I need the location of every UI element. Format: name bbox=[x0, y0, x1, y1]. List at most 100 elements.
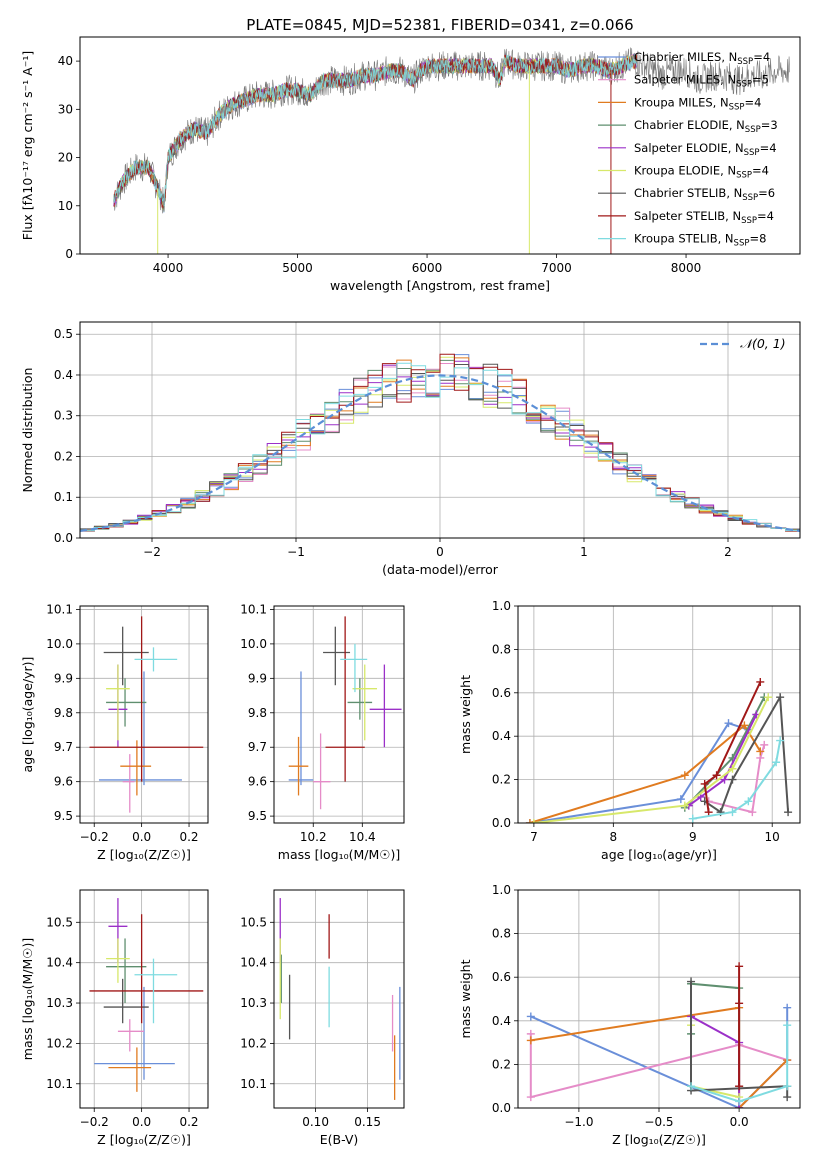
x-axis-label: Z [log₁₀(Z/Z☉)] bbox=[97, 1132, 191, 1147]
y-tick-label: 0.6 bbox=[492, 686, 511, 700]
y-tick-label: 10.4 bbox=[46, 956, 73, 970]
weight-marker-7 bbox=[735, 999, 744, 1008]
x-tick-label: 10.2 bbox=[300, 830, 327, 844]
x-tick-label: 2 bbox=[724, 545, 732, 559]
weight-marker-8 bbox=[728, 808, 737, 817]
legend-label-7: Salpeter STELIB, NSSP=4 bbox=[634, 209, 774, 226]
legend-label-4: Salpeter ELODIE, NSSP=4 bbox=[634, 141, 777, 158]
plot-area bbox=[288, 616, 402, 810]
legend-nssp-subscript: SSP bbox=[734, 239, 750, 249]
y-tick-label: 0.2 bbox=[492, 1057, 511, 1071]
legend-model-name: Salpeter MILES bbox=[634, 73, 720, 87]
y-axis-label: mass weight bbox=[458, 675, 473, 754]
x-tick-label: −2 bbox=[143, 545, 161, 559]
legend-nssp-value: =4 bbox=[760, 141, 777, 155]
axes-frame bbox=[273, 889, 405, 1109]
weight-marker-1 bbox=[748, 808, 757, 817]
legend-model-name: Chabrier STELIB bbox=[634, 186, 726, 200]
legend-nssp-value: =4 bbox=[744, 95, 761, 109]
y-tick-label: 9.9 bbox=[248, 671, 267, 685]
y-axis-label: Normed distribution bbox=[20, 368, 35, 493]
y-tick-label: 30 bbox=[58, 102, 73, 116]
weight-marker-8 bbox=[687, 1082, 696, 1091]
weight-line-5 bbox=[690, 1025, 740, 1099]
legend-label-6: Chabrier STELIB, NSSP=6 bbox=[634, 186, 775, 203]
legend-nssp-subscript: SSP bbox=[745, 125, 761, 135]
legend-model-name: Chabrier ELODIE bbox=[634, 118, 729, 132]
weight-line-4 bbox=[688, 714, 758, 807]
x-tick-label: 0.0 bbox=[132, 830, 151, 844]
x-axis-label: E(B-V) bbox=[320, 1132, 359, 1147]
y-tick-label: 10.1 bbox=[240, 602, 267, 616]
weight-marker-1 bbox=[760, 740, 769, 749]
weight-marker-5 bbox=[764, 693, 773, 702]
weight-marker-4 bbox=[720, 775, 729, 784]
y-tick-label: 0.5 bbox=[54, 327, 73, 341]
weight-marker-7 bbox=[735, 962, 744, 971]
weight-marker-2 bbox=[680, 771, 689, 780]
legend-nssp-value: =4 bbox=[753, 50, 770, 64]
figure-title: PLATE=0845, MJD=52381, FIBERID=0341, z=0… bbox=[246, 16, 633, 34]
y-axis-label: Flux [fλ10⁻¹⁷ erg cm⁻² s⁻¹ A⁻¹] bbox=[20, 51, 35, 240]
weight-marker-6 bbox=[687, 977, 696, 986]
weight-marker-8 bbox=[772, 758, 781, 767]
x-tick-label: 0.2 bbox=[179, 830, 198, 844]
weight-marker-7 bbox=[756, 677, 765, 686]
x-tick-label: 4000 bbox=[153, 261, 184, 275]
residual-histogram-8 bbox=[80, 362, 800, 532]
y-tick-label: 20 bbox=[58, 151, 73, 165]
weight-marker-8 bbox=[688, 814, 697, 823]
legend-nssp-subscript: SSP bbox=[737, 57, 753, 67]
x-tick-label: −0.5 bbox=[644, 1115, 673, 1129]
legend-nssp-subscript: SSP bbox=[741, 216, 757, 226]
legend-nssp-prefix: , N bbox=[726, 186, 742, 200]
model-spectrum-7 bbox=[113, 54, 638, 209]
weight-marker-8 bbox=[776, 736, 785, 745]
y-tick-label: 10.5 bbox=[240, 915, 267, 929]
axes-frame bbox=[79, 36, 801, 255]
legend-model-name: Salpeter STELIB bbox=[634, 209, 725, 223]
legend-nssp-value: =4 bbox=[757, 209, 774, 223]
panel-age_vs_mass: 10.2 10.4 9.5 9.6 9.7 9.8 9.9 10.0 10.1 mass [log… bbox=[240, 602, 405, 862]
legend-nssp-prefix: , N bbox=[725, 209, 741, 223]
weight-line-6 bbox=[704, 693, 790, 814]
panel-spectrum: 4000 5000 6000 7000 8000 0 10 20 30 40 wavelength … bbox=[20, 36, 801, 293]
plot-area bbox=[525, 677, 793, 823]
y-tick-label: 0.0 bbox=[492, 816, 511, 830]
y-tick-label: 9.5 bbox=[54, 809, 73, 823]
axes-frame bbox=[517, 889, 801, 1109]
weight-marker-8 bbox=[783, 1082, 792, 1091]
x-axis-label: mass [log₁₀(M/M☉)] bbox=[278, 847, 400, 862]
y-tick-label: 1.0 bbox=[492, 883, 511, 897]
legend-nssp-prefix: , N bbox=[728, 141, 744, 155]
y-tick-label: 9.5 bbox=[248, 809, 267, 823]
residual-histogram-7 bbox=[80, 353, 800, 532]
weight-marker-7 bbox=[712, 771, 721, 780]
y-tick-label: 0.8 bbox=[492, 927, 511, 941]
axes-frame bbox=[273, 605, 405, 824]
legend-model-name: Salpeter ELODIE bbox=[634, 141, 728, 155]
y-tick-label: 10.4 bbox=[240, 956, 267, 970]
y-axis-label: mass [log₁₀(M/M☉)] bbox=[20, 938, 35, 1060]
plot-area bbox=[113, 47, 790, 254]
y-tick-label: 1.0 bbox=[492, 599, 511, 613]
legend-nssp-prefix: , N bbox=[720, 164, 736, 178]
y-tick-label: 10.1 bbox=[46, 1077, 73, 1091]
y-tick-label: 0 bbox=[65, 247, 73, 261]
legend-nssp-value: =4 bbox=[752, 164, 769, 178]
legend-nssp-subscript: SSP bbox=[744, 148, 760, 158]
weight-line-3 bbox=[690, 982, 741, 1087]
x-tick-label: 7 bbox=[530, 830, 538, 844]
legend-label-5: Kroupa ELODIE, NSSP=4 bbox=[634, 164, 769, 181]
x-tick-label: 9 bbox=[689, 830, 697, 844]
y-tick-label: 0.4 bbox=[54, 368, 73, 382]
x-tick-label: −0.2 bbox=[80, 830, 109, 844]
x-tick-label: 8 bbox=[610, 830, 618, 844]
model-spectrum-8 bbox=[113, 53, 638, 207]
y-tick-label: 10.3 bbox=[240, 996, 267, 1010]
panel-age_vs_Z: −0.2 0.0 0.2 9.5 9.6 9.7 9.8 9.9 10.0 10.1 Z [log₁… bbox=[20, 602, 209, 862]
weight-marker-2 bbox=[740, 721, 749, 730]
axes-frame bbox=[517, 605, 801, 824]
weight-line-5 bbox=[533, 696, 770, 823]
y-tick-label: 9.8 bbox=[54, 706, 73, 720]
